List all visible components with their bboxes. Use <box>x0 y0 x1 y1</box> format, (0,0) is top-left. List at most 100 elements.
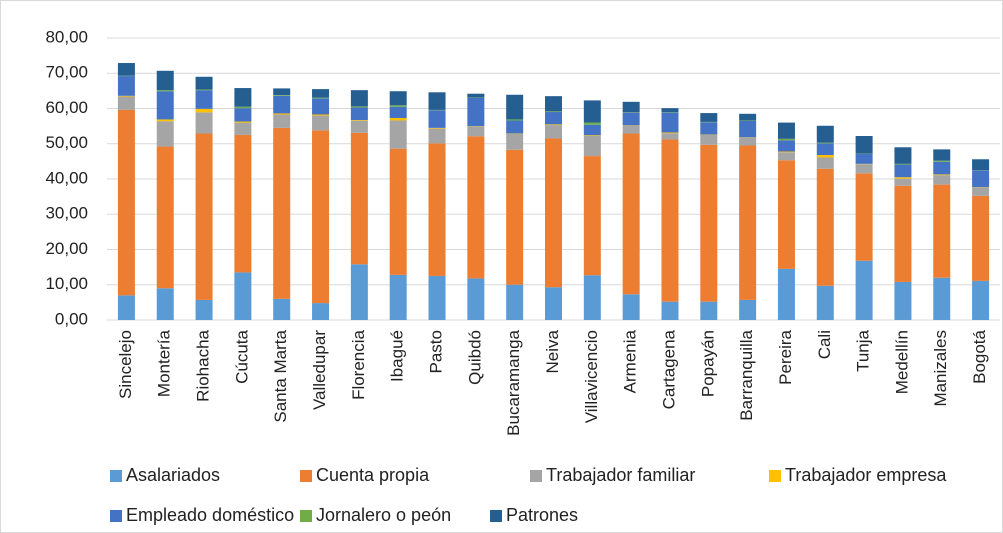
bar-segment <box>739 299 757 320</box>
bar-segment <box>583 122 601 125</box>
y-tick-label: 50,00 <box>45 133 88 152</box>
bar-segment <box>506 94 524 120</box>
legend-label: Trabajador familiar <box>546 465 695 485</box>
bar-segment <box>972 187 990 196</box>
bar-segment <box>855 260 873 320</box>
bar-segment <box>933 161 951 175</box>
legend-label: Cuenta propia <box>316 465 430 485</box>
bar-segment <box>855 173 873 261</box>
x-tick-label: Valledupar <box>310 330 329 410</box>
x-tick-label: Santa Marta <box>271 329 290 422</box>
bar-segment <box>156 146 174 289</box>
bar-segment <box>389 118 407 121</box>
bar-segment <box>700 122 718 135</box>
bar-segment <box>273 95 291 96</box>
bar-segment <box>700 134 718 145</box>
bar-segment <box>545 112 562 125</box>
bar-segment <box>273 113 291 115</box>
bar-segment <box>156 288 174 320</box>
bar-segment <box>312 98 330 115</box>
bar-segment <box>234 122 252 135</box>
bar-segment <box>622 133 640 295</box>
bar-segment <box>156 119 174 122</box>
bar-segment <box>389 105 407 107</box>
bar-segment <box>545 96 562 112</box>
bar-segment <box>117 76 135 96</box>
bar-segment <box>156 91 174 120</box>
bar-segment <box>739 113 757 121</box>
bar-segment <box>894 147 912 164</box>
bar-segment <box>312 130 330 304</box>
bar-segment <box>972 170 990 188</box>
y-tick-label: 10,00 <box>45 274 88 293</box>
bar-segment <box>234 272 252 320</box>
bar-segment <box>467 278 485 320</box>
bar-segment <box>389 106 407 119</box>
bar-segment <box>117 295 135 320</box>
legend-swatch <box>490 510 502 522</box>
legend-swatch <box>300 470 312 482</box>
bar-segment <box>972 195 990 281</box>
bar-segment <box>700 301 718 320</box>
bar-segment <box>350 107 368 121</box>
bar-segment <box>350 90 368 107</box>
bar-segment <box>156 121 174 147</box>
bar-segment <box>506 120 524 134</box>
legend-swatch <box>110 470 122 482</box>
x-tick-label: Sincelejo <box>116 330 135 399</box>
bar-segment <box>777 140 795 152</box>
x-tick-label: Cartagena <box>659 329 678 409</box>
x-tick-label: Quibdó <box>465 330 484 385</box>
bar-segment <box>622 101 640 113</box>
bar-segment <box>661 108 679 113</box>
bar-segment <box>777 152 795 161</box>
bar-segment <box>933 149 951 161</box>
bar-segment <box>195 299 213 320</box>
legend-swatch <box>110 510 122 522</box>
bar-segment <box>234 121 252 123</box>
bar-segment <box>117 96 135 110</box>
bar-segment <box>312 303 330 320</box>
bar-segment <box>661 132 679 134</box>
bar-segment <box>506 119 524 121</box>
bar-segment <box>312 97 330 99</box>
bar-segment <box>661 301 679 320</box>
bar-segment <box>273 95 291 114</box>
bar-segment <box>350 132 368 265</box>
x-tick-label: Riohacha <box>194 329 213 401</box>
bar-segment <box>700 113 718 122</box>
y-tick-label: 40,00 <box>45 168 88 187</box>
bar-segment <box>389 274 407 320</box>
bar-segment <box>816 155 834 158</box>
x-tick-label: Barranquilla <box>737 329 756 420</box>
bar-segment <box>894 163 912 165</box>
x-tick-label: Popayán <box>698 330 717 397</box>
bar-segment <box>894 178 912 186</box>
bar-segment <box>234 106 252 109</box>
bar-segment <box>428 128 446 144</box>
bar-segment <box>273 127 291 299</box>
bar-segment <box>816 157 834 169</box>
bar-segment <box>583 156 601 276</box>
bar-segment <box>195 89 213 91</box>
y-tick-label: 20,00 <box>45 239 88 258</box>
bar-segment <box>312 115 330 131</box>
legend-label: Patrones <box>506 505 578 525</box>
legend-label: Empleado doméstico <box>126 505 294 525</box>
y-tick-label: 60,00 <box>45 98 88 117</box>
y-tick-label: 30,00 <box>45 204 88 223</box>
bar-segment <box>661 133 679 140</box>
bar-segment <box>428 275 446 320</box>
bar-segment <box>195 108 213 113</box>
bar-segment <box>972 159 990 171</box>
bar-segment <box>583 135 601 136</box>
bar-segment <box>467 93 485 98</box>
x-tick-label: Neiva <box>543 329 562 373</box>
bar-segment <box>894 177 912 179</box>
bar-segment <box>350 106 368 108</box>
bar-segment <box>855 153 873 164</box>
bar-segment <box>777 160 795 269</box>
bar-segment <box>583 135 601 157</box>
x-tick-label: Bucaramanga <box>504 329 523 435</box>
